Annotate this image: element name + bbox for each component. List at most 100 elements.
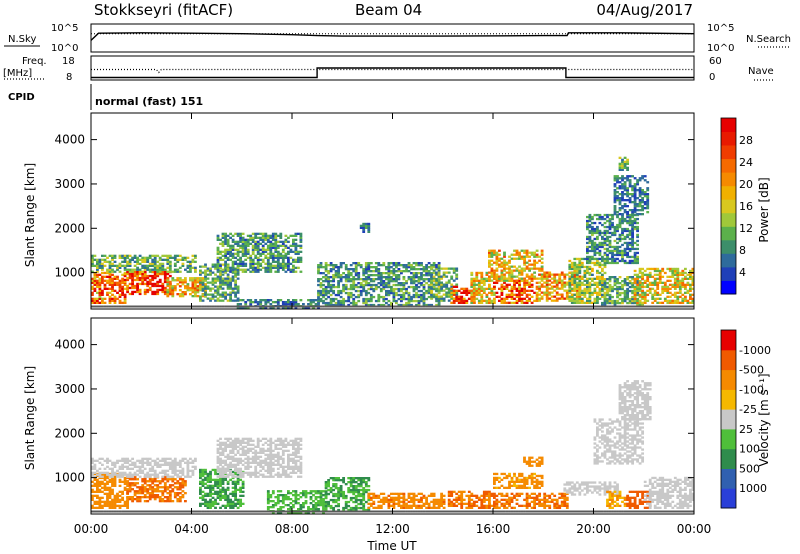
heatmap-cell (412, 278, 416, 281)
heatmap-cell (347, 270, 351, 273)
heatmap-cell (123, 504, 127, 507)
heatmap-cell (591, 255, 594, 259)
heatmap-cell (603, 257, 607, 261)
heatmap-cell (106, 459, 109, 462)
heatmap-cell (623, 193, 627, 196)
heatmap-cell (317, 283, 320, 287)
heatmap-cell (224, 498, 228, 501)
heatmap-cell (493, 253, 496, 256)
heatmap-cell (616, 247, 619, 251)
heatmap-cell (689, 305, 692, 308)
heatmap-cell (525, 253, 529, 256)
heatmap-cell (141, 490, 145, 493)
heatmap-cell (173, 494, 177, 497)
heatmap-cell (636, 303, 640, 307)
heatmap-cell (367, 224, 371, 227)
heatmap-cell (96, 506, 99, 509)
heatmap-cell (485, 287, 489, 290)
heatmap-cell (513, 269, 516, 272)
heatmap-cell (495, 253, 499, 256)
heatmap-cell (148, 262, 152, 265)
heatmap-cell (678, 283, 682, 286)
heatmap-cell (302, 307, 305, 310)
heatmap-cell (417, 262, 421, 265)
heatmap-cell (219, 492, 222, 495)
heatmap-cell (467, 297, 471, 300)
heatmap-cell (103, 287, 107, 290)
heatmap-cell (437, 262, 441, 265)
heatmap-cell (214, 480, 217, 483)
heatmap-cell (621, 160, 624, 163)
heatmap-cell (287, 246, 290, 249)
heatmap-cell (508, 259, 511, 262)
heatmap-cell (482, 287, 486, 290)
heatmap-cell (279, 262, 283, 265)
heatmap-cell (126, 256, 130, 259)
heatmap-cell (241, 248, 245, 251)
heatmap-cell (618, 209, 622, 212)
heatmap-cell (141, 256, 145, 259)
heatmap-cell (540, 249, 544, 252)
heatmap-cell (219, 506, 222, 509)
heatmap-cell (123, 488, 127, 491)
heatmap-cell (623, 211, 627, 214)
heatmap-cell (327, 282, 331, 285)
heatmap-cell (382, 305, 386, 308)
heatmap-cell (485, 295, 489, 298)
heatmap-cell (661, 287, 665, 290)
heatmap-cell (535, 267, 539, 270)
heatmap-cell (178, 492, 182, 495)
heatmap-cell (387, 285, 391, 289)
heatmap-cell (628, 219, 632, 223)
heatmap-cell (583, 295, 587, 298)
heatmap-cell (626, 162, 630, 165)
heatmap-cell (231, 238, 235, 241)
heatmap-cell (611, 301, 614, 305)
heatmap-cell (493, 269, 496, 272)
heatmap-cell (563, 277, 567, 280)
heatmap-cell (158, 500, 162, 503)
heatmap-cell (611, 245, 614, 249)
heatmap-cell (206, 287, 210, 290)
heatmap-cell (199, 486, 202, 489)
heatmap-cell (540, 251, 544, 254)
heatmap-cell (580, 291, 584, 294)
heatmap-cell (249, 270, 253, 273)
heatmap-cell (364, 272, 368, 275)
heatmap-cell (573, 261, 577, 265)
heatmap-cell (264, 232, 268, 235)
heatmap-cell (184, 475, 187, 478)
heatmap-cell (121, 471, 125, 474)
heatmap-cell (430, 295, 434, 298)
heatmap-cell (588, 267, 592, 271)
heatmap-cell (500, 261, 504, 264)
heatmap-cell (354, 270, 358, 273)
heatmap-cell (385, 282, 388, 285)
colorbar-tick-label: 8 (739, 244, 746, 257)
heatmap-cell (598, 257, 602, 261)
heatmap-cell (171, 463, 175, 466)
heatmap-cell (214, 470, 217, 474)
heatmap-cell (385, 305, 388, 308)
heatmap-cell (379, 305, 383, 308)
heatmap-cell (653, 289, 657, 292)
heatmap-cell (691, 269, 695, 273)
heatmap-cell (211, 486, 215, 489)
heatmap-cell (138, 461, 142, 464)
heatmap-cell (420, 278, 423, 281)
heatmap-cell (417, 280, 421, 283)
heatmap-cell (91, 475, 94, 478)
heatmap-cell (586, 301, 589, 304)
heatmap-cell (221, 478, 225, 481)
heatmap-cell (234, 293, 238, 296)
heatmap-cell (299, 305, 303, 308)
heatmap-cell (204, 498, 207, 501)
heatmap-cell (241, 268, 245, 271)
heatmap-cell (236, 289, 240, 292)
heatmap-cell (583, 275, 587, 278)
heatmap-cell (199, 279, 202, 282)
heatmap-cell (412, 299, 416, 303)
heatmap-cell (224, 496, 228, 499)
heatmap-cell (472, 289, 476, 292)
heatmap-cell (206, 273, 210, 276)
